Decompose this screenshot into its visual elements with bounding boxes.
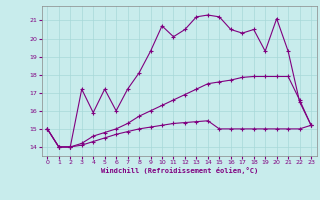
X-axis label: Windchill (Refroidissement éolien,°C): Windchill (Refroidissement éolien,°C) (100, 167, 258, 174)
